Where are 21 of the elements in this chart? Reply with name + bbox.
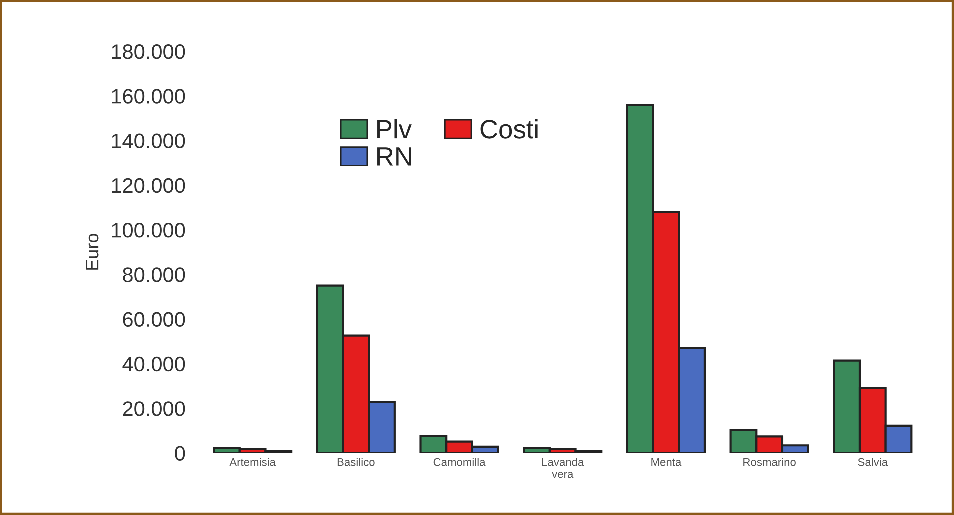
x-tick-label: Rosmarino — [744, 458, 796, 466]
legend-label: Costi — [480, 119, 538, 139]
x-tick-label: Basilico — [338, 458, 375, 466]
y-tick-label: 160.000 — [112, 89, 186, 104]
y-tick-label: 60.000 — [123, 312, 186, 328]
y-tick-label: 80.000 — [123, 268, 186, 282]
y-tick-label: 20.000 — [123, 402, 186, 416]
y-tick-label: 140.000 — [112, 134, 186, 149]
legend-label: Plv — [378, 119, 412, 139]
x-tick-label: Artemisia — [230, 458, 276, 466]
x-tick-label: Salvia — [858, 458, 888, 466]
x-tick-label: Menta — [652, 458, 682, 466]
y-tick-label: 100.000 — [112, 223, 186, 238]
y-axis-title: Euro — [86, 234, 99, 270]
x-tick-label: Lavanda vera — [542, 458, 584, 478]
y-tick-label: 0 — [175, 446, 186, 461]
y-tick-label: 120.000 — [112, 178, 186, 194]
legend-label: RN — [378, 148, 412, 166]
y-tick-label: 180.000 — [112, 44, 186, 60]
y-tick-label: 40.000 — [122, 356, 186, 372]
x-tick-label: Camomilla — [434, 458, 486, 466]
